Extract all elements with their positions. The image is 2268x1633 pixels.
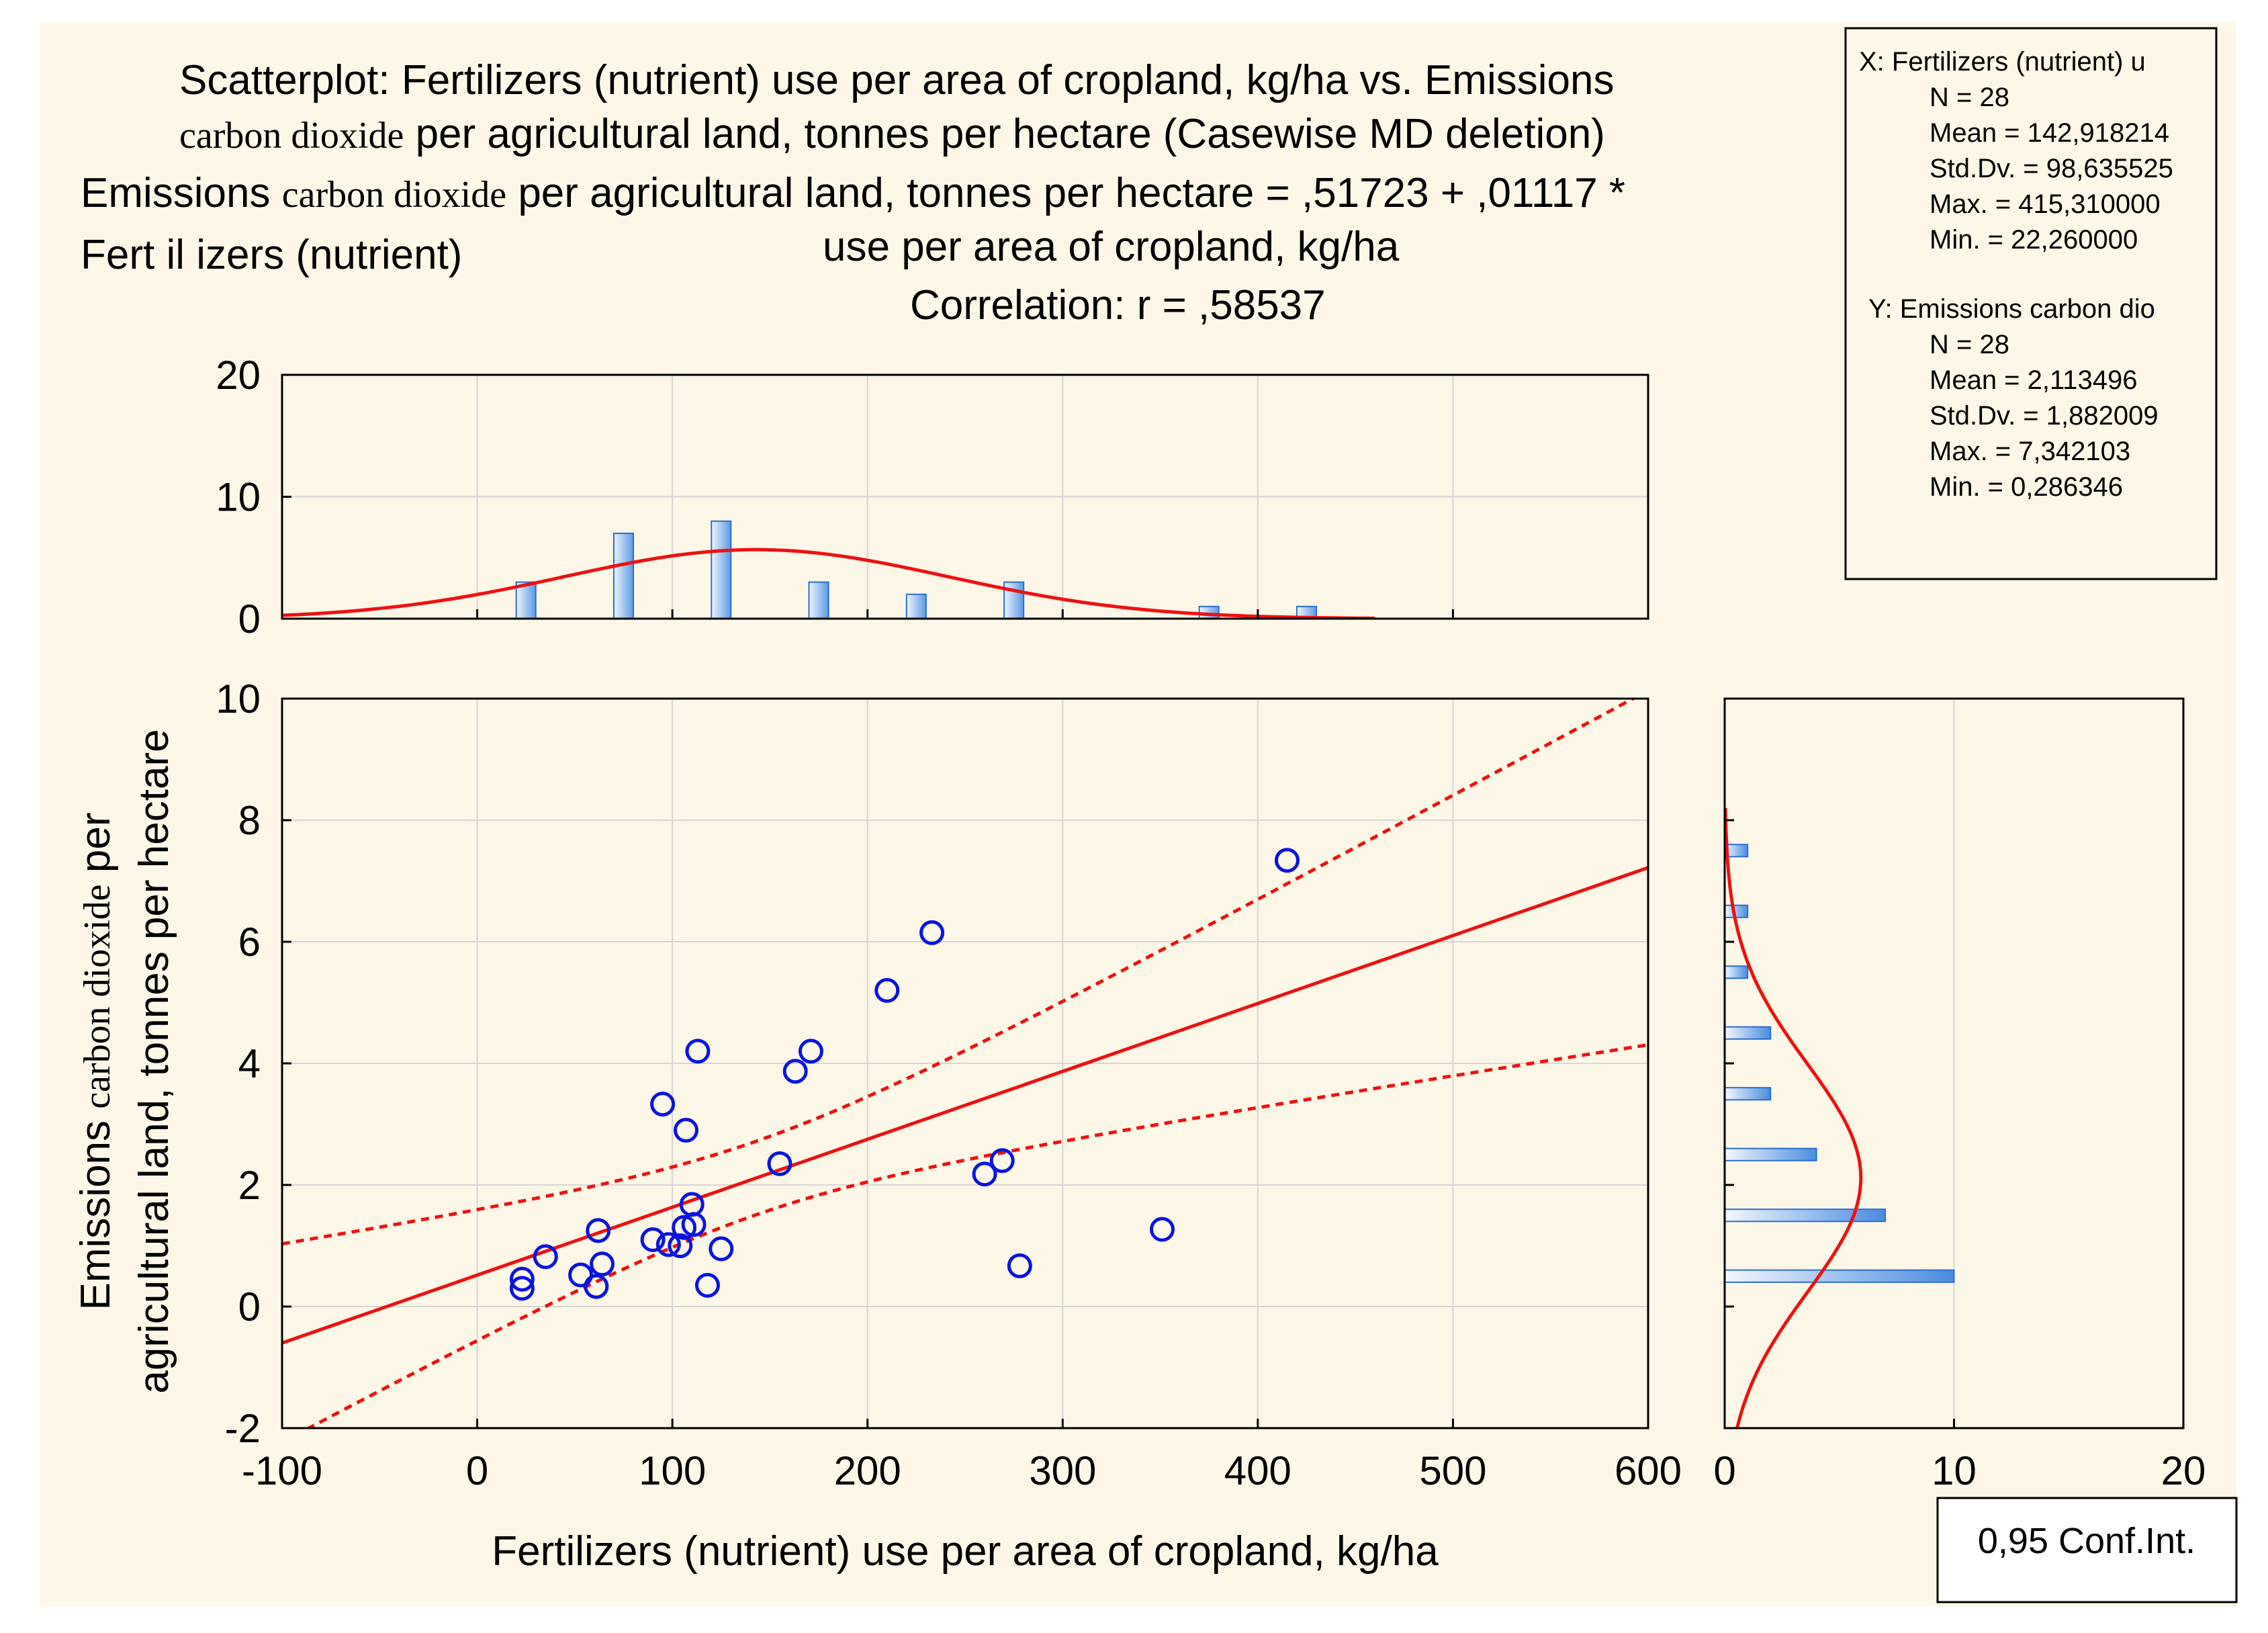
right-histogram-bar <box>1725 1026 1772 1040</box>
scatter-point <box>673 1118 698 1143</box>
scatter-point <box>1149 1217 1175 1242</box>
y-tick-label: 0 <box>238 1284 261 1329</box>
scatter-point <box>919 920 945 945</box>
x-tick-label: 600 <box>1615 1448 1682 1493</box>
y-tick-label: 10 <box>216 676 261 721</box>
title-line-3: Emissions carbon dioxide per agricultura… <box>81 170 1625 216</box>
stats-x-line: N = 28 <box>1930 83 2009 112</box>
x-tick-label: 400 <box>1224 1448 1291 1493</box>
scatter-point <box>767 1151 792 1176</box>
y-axis-label-line-2: agricultural land, tonnes per hectare <box>131 729 177 1393</box>
scatter-point <box>874 977 900 1003</box>
scatter-point <box>1007 1253 1032 1278</box>
scatter-point <box>782 1059 808 1084</box>
top-histogram-bar <box>711 520 732 619</box>
stats-box-frame <box>1844 27 2218 580</box>
title-line-4-left: Fert il izers (nutrient) <box>81 232 462 278</box>
stats-x-line: Std.Dv. = 98,635525 <box>1930 154 2173 183</box>
scatter-point <box>509 1276 535 1301</box>
stats-y-header: Y: Emissions carbon dio <box>1868 294 2155 324</box>
right-histogram-bar <box>1725 1087 1772 1101</box>
stats-x-line: Mean = 142,918214 <box>1930 118 2169 148</box>
right-x-tick-label: 0 <box>1713 1448 1735 1493</box>
scatter-point <box>568 1262 594 1288</box>
x-tick-label: 200 <box>834 1448 901 1493</box>
top-normal-curve <box>282 547 1375 619</box>
scatter-point <box>989 1148 1015 1174</box>
stats-y-line: Mean = 2,113496 <box>1930 365 2138 395</box>
top-y-tick-label: 0 <box>238 597 261 642</box>
scatter-point <box>640 1227 666 1252</box>
right-x-tick-label: 10 <box>1932 1448 1977 1493</box>
stats-box: X: Fertilizers (nutrient) u N = 28 Mean … <box>1844 27 2218 580</box>
y-tick-label: 8 <box>238 798 261 843</box>
regression-line <box>282 866 1648 1345</box>
x-tick-label: 500 <box>1419 1448 1486 1493</box>
scatter-point <box>685 1039 711 1064</box>
x-tick-label: -100 <box>242 1448 322 1493</box>
title-line-4-right: use per area of cropland, kg/ha <box>823 224 1400 270</box>
top-y-tick-label: 20 <box>216 353 261 398</box>
scatter-point <box>694 1272 720 1298</box>
right-normal-curve <box>1725 807 1863 1428</box>
scatter-point <box>681 1212 707 1237</box>
right-histogram-bar <box>1725 1147 1817 1161</box>
top-histogram-bar <box>613 532 635 619</box>
right-histogram-bar <box>1725 965 1749 979</box>
x-tick-label: 100 <box>639 1448 706 1493</box>
x-axis-label: Fertilizers (nutrient) use per area of c… <box>492 1528 1439 1575</box>
scatter-point <box>650 1092 676 1117</box>
y-axis-label-line-1: Emissions carbon dioxide per <box>73 813 119 1311</box>
y-tick-label: 4 <box>238 1041 261 1086</box>
scatter-point <box>590 1251 615 1277</box>
scatter-point <box>509 1266 535 1292</box>
scatter-point <box>584 1274 609 1299</box>
confidence-band-lower <box>305 1043 1648 1428</box>
top-histogram-bar <box>808 581 829 619</box>
right-x-tick-label: 20 <box>2161 1448 2206 1493</box>
title-line-1: Scatterplot: Fertilizers (nutrient) use … <box>179 57 1614 103</box>
stats-x-line: Max. = 415,310000 <box>1930 189 2161 219</box>
x-tick-label: 300 <box>1029 1448 1096 1493</box>
scatter-point <box>709 1236 734 1262</box>
stats-y-line: Max. = 7,342103 <box>1930 437 2130 466</box>
confidence-band-upper <box>282 699 1637 1246</box>
stats-y-line: Std.Dv. = 1,882009 <box>1930 401 2159 431</box>
legend-frame <box>1936 1497 2238 1603</box>
title-line-5: Correlation: r = ,58537 <box>910 282 1326 328</box>
stats-x-header: X: Fertilizers (nutrient) u <box>1859 47 2146 77</box>
x-tick-label: 0 <box>466 1448 488 1493</box>
chart-title: Scatterplot: Fertilizers (nutrient) use … <box>81 57 1625 328</box>
scatter-point <box>668 1233 693 1258</box>
y-tick-label: 6 <box>238 920 261 965</box>
y-tick-label: -2 <box>225 1406 261 1451</box>
scatter-point <box>672 1215 697 1240</box>
stats-y-line: Min. = 0,286346 <box>1930 472 2123 502</box>
scatter-point <box>533 1244 558 1270</box>
right-histogram-bar <box>1725 1269 1955 1283</box>
scatter-point <box>972 1161 997 1187</box>
top-y-tick-label: 10 <box>216 475 261 520</box>
y-tick-label: 2 <box>238 1163 261 1208</box>
scatter-point <box>655 1232 681 1257</box>
scatter-point <box>798 1039 823 1064</box>
scatter-point <box>1274 848 1300 873</box>
scatter-point <box>586 1218 611 1243</box>
legend-label: 0,95 Conf.Int. <box>1978 1521 2195 1561</box>
stats-y-line: N = 28 <box>1930 330 2009 359</box>
legend: 0,95 Conf.Int. <box>1936 1497 2238 1603</box>
right-histogram-bar <box>1725 844 1749 858</box>
title-line-2: carbon dioxide per agricultural land, to… <box>179 111 1605 157</box>
right-histogram-bar <box>1725 1208 1887 1223</box>
top-histogram-bar <box>905 593 927 619</box>
stats-x-line: Min. = 22,260000 <box>1930 225 2138 255</box>
